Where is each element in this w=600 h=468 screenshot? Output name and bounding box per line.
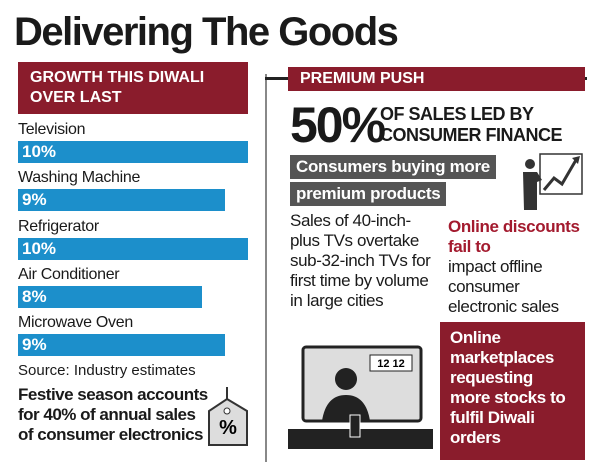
category-label: Air Conditioner [18,265,120,283]
subhead-line: Consumers buying more [290,155,496,179]
value-label: 10% [22,238,57,258]
section-title: PREMIUM PUSH [288,67,585,91]
tv-icon: 12 12 [288,345,433,449]
festive-note: Festive season accounts for 40% of annua… [18,385,208,444]
value-label: 10% [22,142,57,161]
page-title: Delivering The Goods [14,10,399,54]
presenter-icon [523,153,583,210]
subhead-line: premium products [290,182,447,206]
category-label: Washing Machine [18,169,141,187]
tv-text: Sales of 40-inch-plus TVs overtake sub-3… [290,211,431,310]
tag-icon: % [208,387,248,446]
online-text: impact offline consumer electronic sales [448,257,559,316]
bar: 8% [18,285,202,308]
value-label: 9% [22,190,47,210]
value-label: 8% [22,286,47,306]
category-label: Microwave Oven [18,314,133,332]
tv-screen-label: 12 12 [377,358,405,370]
bar-chart: Television 10% Washing Machine 9% Refrigerat… [0,0,265,370]
bar: 10% [18,237,248,260]
tag-hole [223,407,231,415]
bar: 10% [18,141,248,163]
marketplaces: Online marketplaces requesting more stoc… [440,322,585,460]
value-label: 9% [22,335,47,355]
category-label: Television [18,121,86,138]
headline-value: 50% [290,97,386,153]
category-label: Refrigerator [18,217,99,235]
tag-label: % [219,417,237,439]
chart-title: GROWTH THIS DIWALI OVER LAST [18,62,248,114]
bar: 9% [18,334,225,357]
online-highlight: Online discounts fail to [448,217,580,256]
bar: 9% [18,189,225,212]
headline-text: OF SALES LED BY CONSUMER FINANCE [380,104,563,145]
tag-shape [208,397,248,446]
source: Source: Industry estimates [18,362,196,379]
divider [265,74,267,462]
